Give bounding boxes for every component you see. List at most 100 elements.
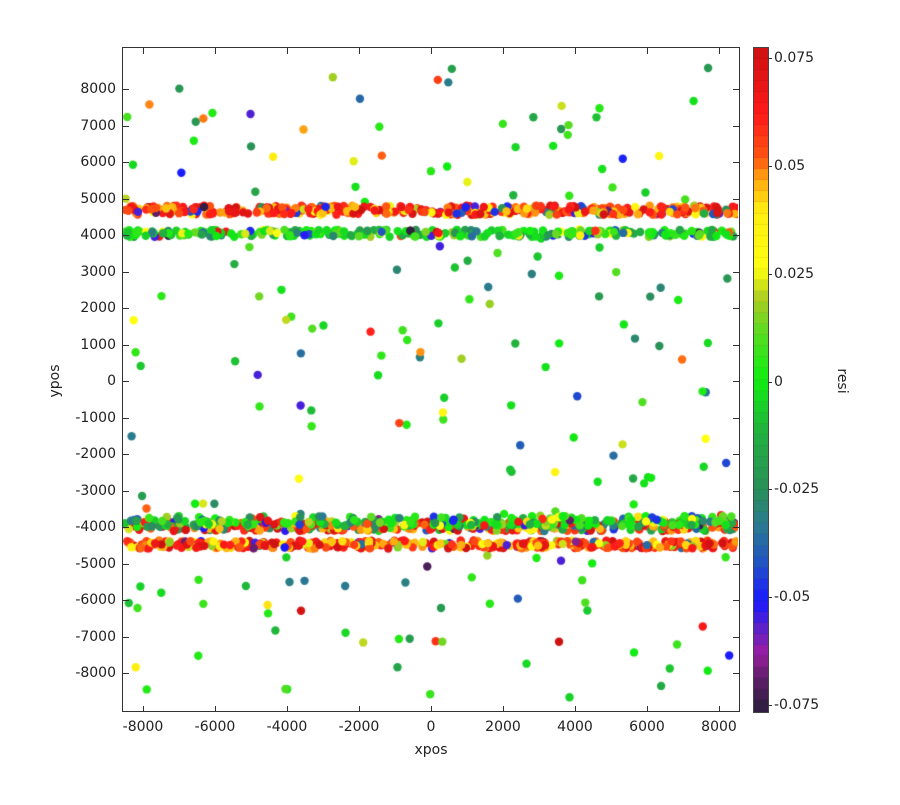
y-tick xyxy=(123,162,129,163)
colorbar-tick xyxy=(768,489,772,491)
x-tick-label: 6000 xyxy=(629,719,665,735)
colorbar-tick-label: -0.075 xyxy=(774,697,820,713)
x-tick-top xyxy=(503,48,504,54)
colorbar-tick xyxy=(768,273,772,275)
y-tick-label: -3000 xyxy=(75,482,116,499)
colorbar-tick xyxy=(768,165,772,167)
y-tick-right xyxy=(733,89,739,90)
x-tick-label: 4000 xyxy=(557,719,593,735)
x-tick xyxy=(647,706,648,712)
y-tick xyxy=(123,198,129,200)
y-tick-label: -1000 xyxy=(75,409,116,426)
x-tick-top xyxy=(287,48,288,54)
colorbar-gradient xyxy=(754,48,768,712)
x-tick xyxy=(719,706,720,712)
y-tick-label: -8000 xyxy=(75,665,116,681)
plot-area xyxy=(122,47,740,712)
y-tick-right xyxy=(733,454,739,455)
y-tick-label: 8000 xyxy=(80,81,116,97)
colorbar-tick xyxy=(768,381,772,383)
y-tick xyxy=(123,271,129,273)
y-tick-right xyxy=(733,417,739,419)
x-axis-label: xpos xyxy=(414,742,448,758)
x-tick-top xyxy=(359,48,360,54)
x-tick xyxy=(359,706,360,712)
colorbar-tick xyxy=(768,705,772,706)
colorbar-tick xyxy=(768,597,772,599)
y-tick xyxy=(123,636,129,638)
x-tick-top xyxy=(647,48,648,54)
colorbar xyxy=(753,47,769,713)
y-tick xyxy=(123,527,129,528)
y-tick-label: 2000 xyxy=(80,300,116,316)
colorbar-tick-label: -0.025 xyxy=(774,481,820,498)
y-tick-label: 4000 xyxy=(80,227,116,243)
y-tick-right xyxy=(733,636,739,638)
colorbar-tick-label: 0.075 xyxy=(774,50,815,66)
x-tick xyxy=(215,706,216,712)
x-tick xyxy=(575,706,576,712)
y-tick-right xyxy=(733,308,739,309)
y-tick-label: -4000 xyxy=(75,519,116,535)
scatter-points xyxy=(123,48,738,710)
y-tick-label: 3000 xyxy=(80,263,116,280)
y-tick-label: -6000 xyxy=(75,592,116,608)
y-tick-label: 5000 xyxy=(80,190,116,207)
x-tick-label: 8000 xyxy=(701,719,737,735)
x-tick-label: -2000 xyxy=(338,719,380,735)
y-tick-right xyxy=(733,235,739,236)
x-tick-label: 0 xyxy=(426,719,436,735)
colorbar-tick-label: 0.05 xyxy=(774,157,806,174)
y-tick xyxy=(123,381,129,382)
y-tick-right xyxy=(733,490,739,492)
x-tick xyxy=(143,706,144,712)
y-tick-right xyxy=(733,527,739,528)
x-tick-label: -4000 xyxy=(266,719,308,735)
x-tick-top xyxy=(215,48,216,54)
y-tick xyxy=(123,563,129,565)
y-tick-label: 7000 xyxy=(80,117,116,134)
y-tick xyxy=(123,490,129,492)
y-axis-label: ypos xyxy=(47,364,63,398)
y-tick-right xyxy=(733,271,739,273)
y-tick-right xyxy=(733,125,739,127)
x-tick-label: 2000 xyxy=(485,719,521,735)
y-tick xyxy=(123,417,129,419)
colorbar-tick-label: 0 xyxy=(774,373,783,390)
x-tick-top xyxy=(719,48,720,54)
y-tick-label: -7000 xyxy=(75,628,116,645)
x-tick xyxy=(431,706,432,712)
y-tick-right xyxy=(733,344,739,346)
x-tick-label: -6000 xyxy=(194,719,236,735)
x-tick-label: -8000 xyxy=(122,719,164,735)
y-tick-right xyxy=(733,162,739,163)
x-tick xyxy=(503,706,504,712)
x-tick-top xyxy=(575,48,576,54)
y-tick xyxy=(123,673,129,674)
y-tick-right xyxy=(733,600,739,601)
y-tick-right xyxy=(733,563,739,565)
y-tick-right xyxy=(733,381,739,382)
y-tick xyxy=(123,344,129,346)
y-tick xyxy=(123,125,129,127)
y-tick xyxy=(123,308,129,309)
x-tick-top xyxy=(143,48,144,54)
y-tick-label: 6000 xyxy=(80,154,116,170)
colorbar-tick-label: 0.025 xyxy=(774,265,815,282)
x-tick-top xyxy=(431,48,432,54)
y-tick xyxy=(123,235,129,236)
y-tick-right xyxy=(733,198,739,200)
y-tick xyxy=(123,600,129,601)
y-tick-label: 0 xyxy=(107,373,116,389)
y-tick-label: -5000 xyxy=(75,555,116,572)
colorbar-tick-label: -0.05 xyxy=(774,589,811,606)
y-tick-label: -2000 xyxy=(75,446,116,462)
x-tick xyxy=(287,706,288,712)
colorbar-label: resi xyxy=(834,368,850,394)
colorbar-tick xyxy=(768,58,772,59)
y-tick xyxy=(123,454,129,455)
y-tick xyxy=(123,89,129,90)
y-tick-right xyxy=(733,673,739,674)
y-tick-label: 1000 xyxy=(80,336,116,353)
